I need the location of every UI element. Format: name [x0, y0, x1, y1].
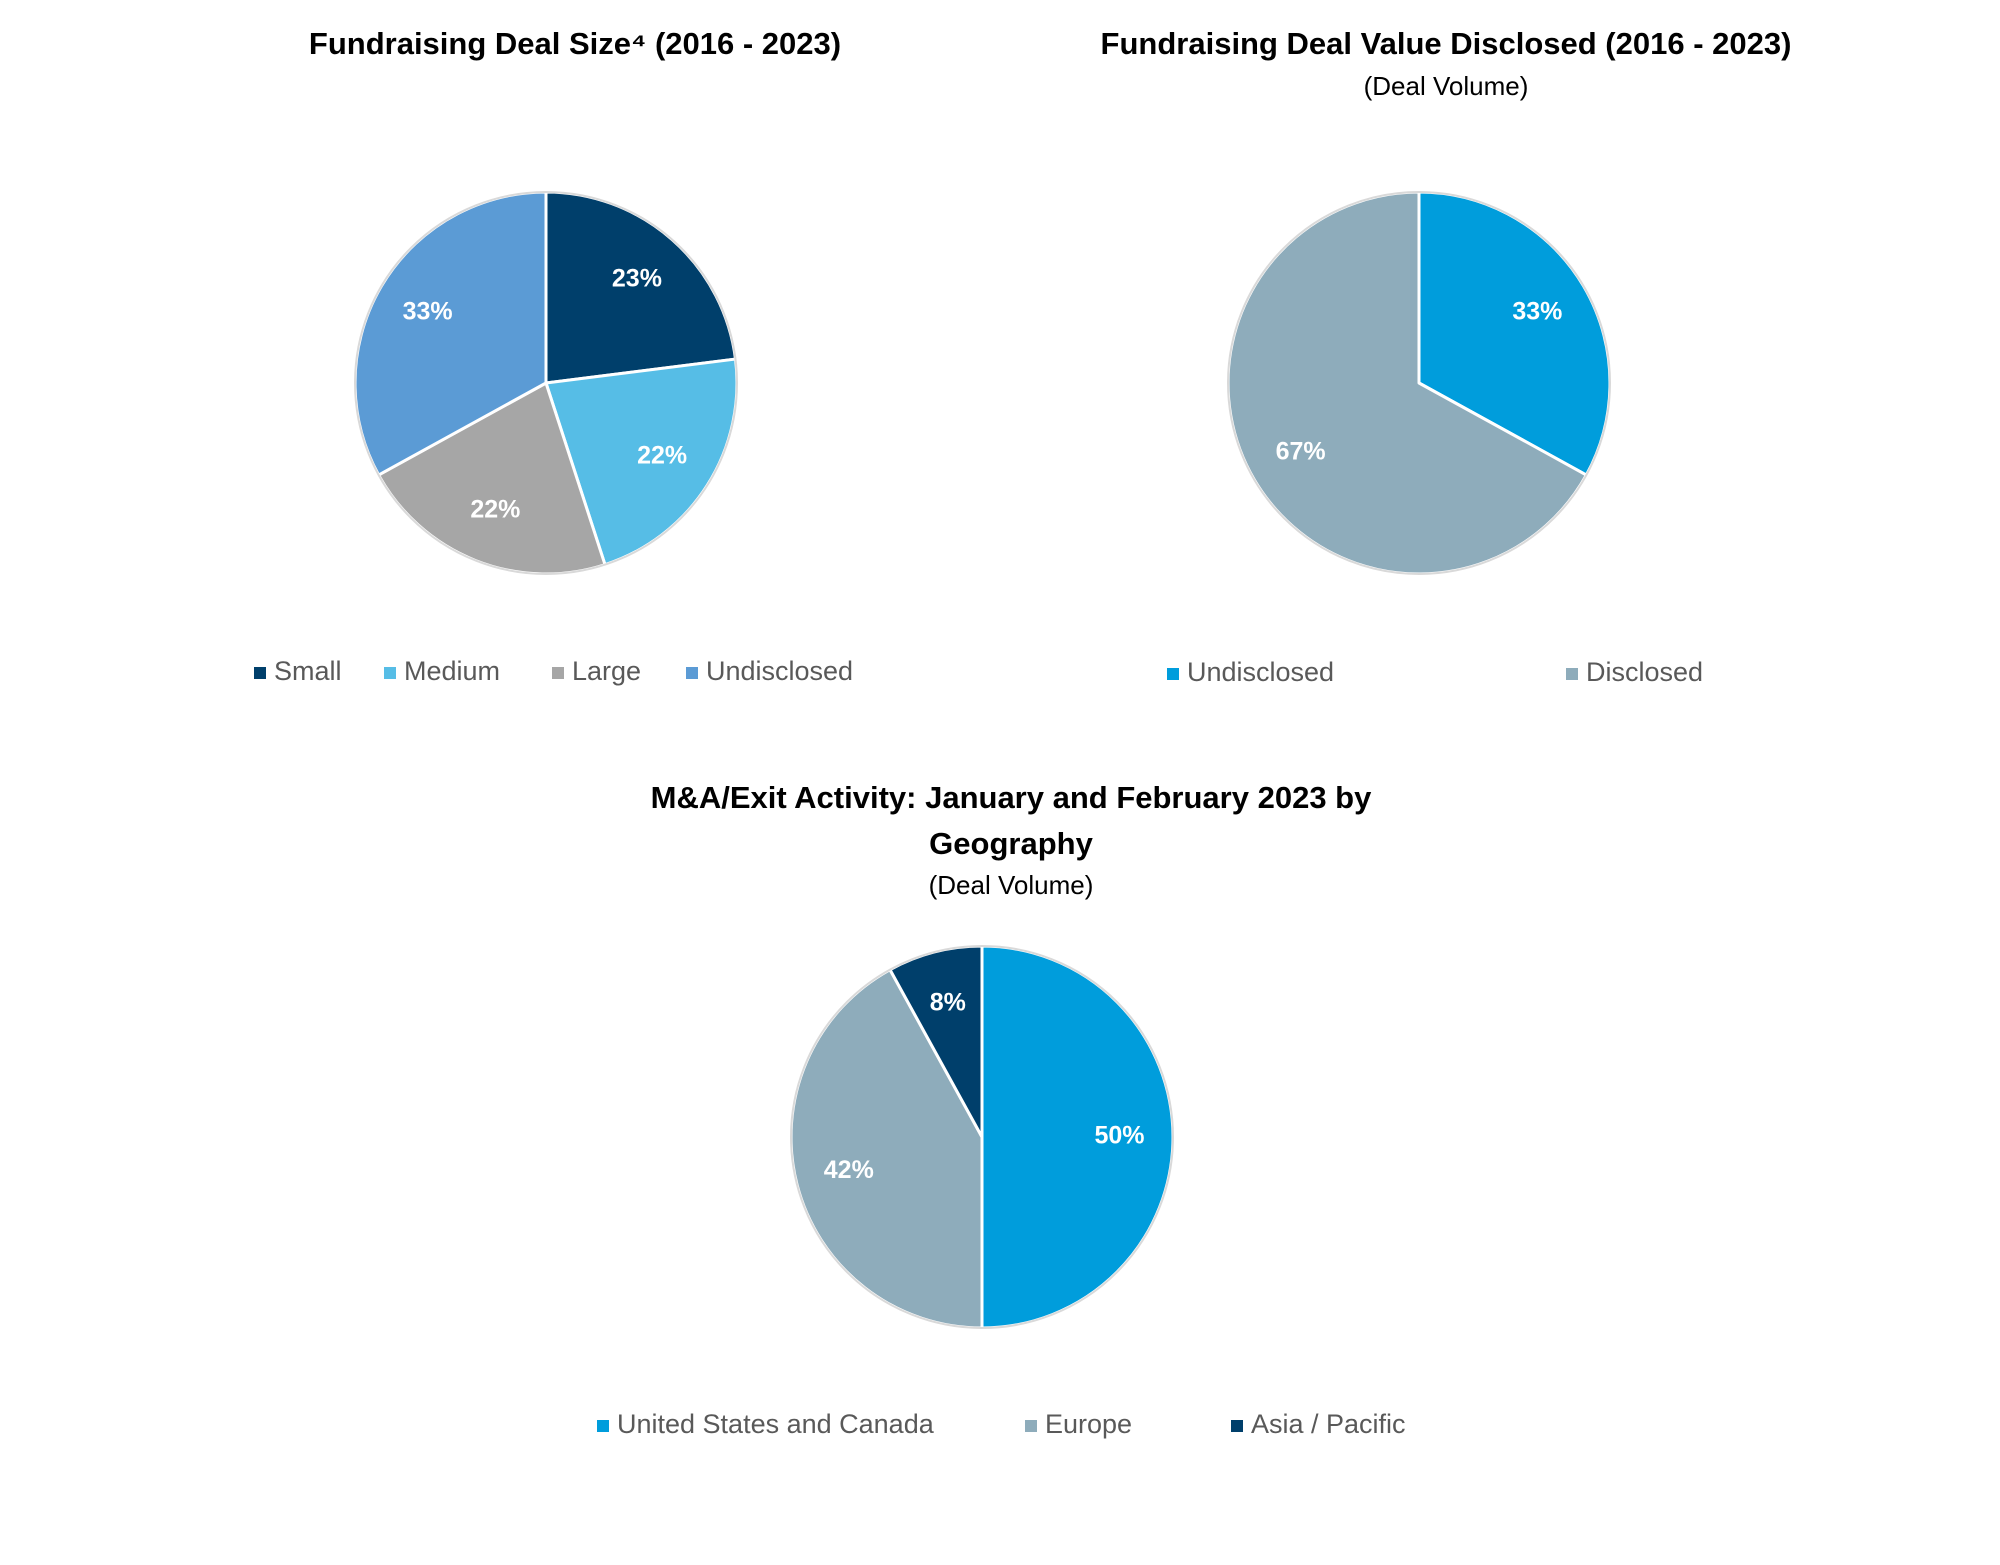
legend-label: United States and Canada — [617, 1409, 935, 1439]
legend-label: Large — [572, 656, 641, 686]
legend-swatch — [552, 667, 564, 679]
slice-label: 8% — [930, 988, 966, 1016]
slice-label: 22% — [470, 495, 520, 523]
chart-title: Geography — [929, 826, 1093, 861]
slice-label: 23% — [612, 264, 662, 292]
legend-label: Medium — [404, 656, 500, 686]
slice-label: 67% — [1276, 438, 1326, 466]
legend-label: Undisclosed — [1187, 657, 1334, 687]
legend-swatch — [597, 1420, 609, 1432]
chart-title: M&A/Exit Activity: January and February … — [651, 780, 1372, 815]
slice-label: 42% — [824, 1156, 874, 1184]
legend-swatch — [1167, 668, 1179, 680]
legend-label: Undisclosed — [706, 656, 853, 686]
legend-label: Disclosed — [1586, 657, 1703, 687]
legend-swatch — [686, 667, 698, 679]
legend-swatch — [384, 667, 396, 679]
chart-title: Fundraising Deal Size⁴ (2016 - 2023) — [309, 26, 841, 61]
legend-swatch — [1566, 668, 1578, 680]
legend-swatch — [1231, 1420, 1243, 1432]
pie-chart: Fundraising Deal Value Disclosed (2016 -… — [1101, 26, 1792, 687]
pie-outline — [790, 945, 1174, 1329]
slice-label: 33% — [403, 298, 453, 326]
pie-outline — [1227, 191, 1611, 575]
chart-title: Fundraising Deal Value Disclosed (2016 -… — [1101, 26, 1792, 61]
chart-subtitle: (Deal Volume) — [929, 870, 1094, 900]
slice-label: 22% — [637, 441, 687, 469]
legend-swatch — [1025, 1420, 1037, 1432]
pie-outline — [354, 191, 738, 575]
legend-label: Europe — [1045, 1409, 1132, 1439]
pie-chart: M&A/Exit Activity: January and February … — [597, 780, 1406, 1439]
legend-swatch — [254, 667, 266, 679]
chart-subtitle: (Deal Volume) — [1364, 71, 1529, 101]
slice-label: 33% — [1512, 298, 1562, 326]
legend-label: Asia / Pacific — [1251, 1409, 1406, 1439]
pie-chart: Fundraising Deal Size⁴ (2016 - 2023) 23% 2… — [254, 26, 853, 686]
slice-label: 50% — [1094, 1122, 1144, 1150]
legend-label: Small — [274, 656, 342, 686]
